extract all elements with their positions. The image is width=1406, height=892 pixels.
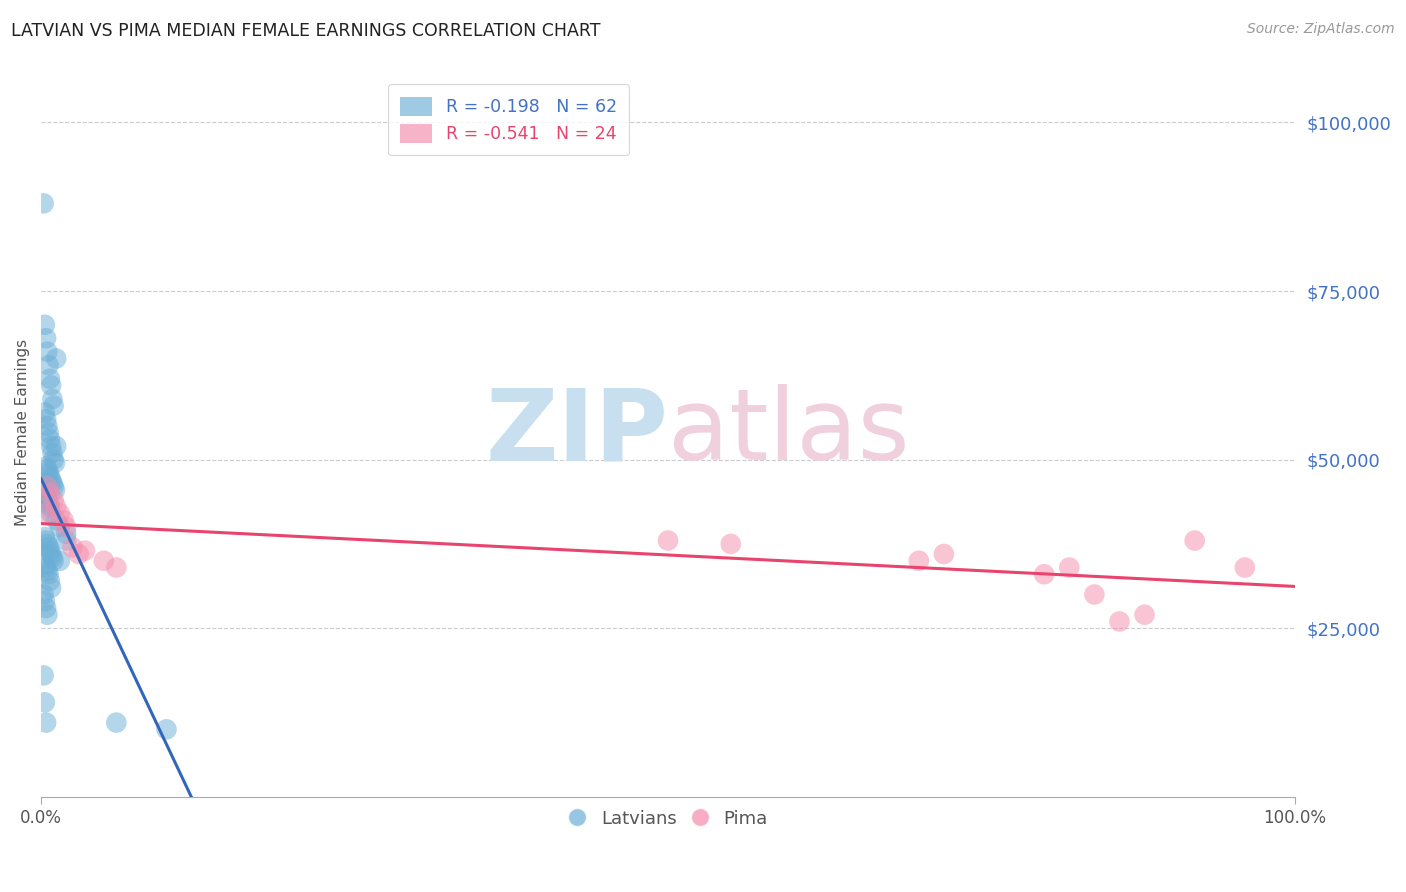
Point — [35, 331, 58, 345]
Point — [73, 543, 96, 558]
Y-axis label: Median Female Earnings: Median Female Earnings — [15, 339, 30, 526]
Point — [49, 554, 72, 568]
Point — [34, 507, 56, 521]
Point — [35, 412, 58, 426]
Text: ZIP: ZIP — [485, 384, 668, 481]
Point — [38, 486, 60, 500]
Point — [32, 196, 55, 211]
Point — [1108, 615, 1130, 629]
Point — [49, 507, 72, 521]
Point — [32, 668, 55, 682]
Point — [1059, 560, 1081, 574]
Point — [35, 715, 58, 730]
Point — [55, 526, 77, 541]
Point — [39, 378, 62, 392]
Point — [657, 533, 679, 548]
Point — [105, 560, 128, 574]
Point — [35, 560, 58, 574]
Point — [37, 564, 59, 578]
Point — [38, 567, 60, 582]
Point — [38, 500, 60, 514]
Point — [44, 483, 66, 497]
Point — [42, 452, 65, 467]
Point — [38, 541, 60, 555]
Point — [42, 493, 65, 508]
Point — [38, 574, 60, 588]
Point — [41, 392, 63, 406]
Point — [34, 594, 56, 608]
Point — [55, 533, 77, 548]
Point — [38, 496, 60, 510]
Point — [105, 715, 128, 730]
Point — [38, 433, 60, 447]
Point — [37, 607, 59, 622]
Point — [55, 520, 77, 534]
Legend: Latvians, Pima: Latvians, Pima — [561, 803, 775, 835]
Point — [720, 537, 742, 551]
Point — [93, 554, 115, 568]
Point — [34, 486, 56, 500]
Point — [37, 344, 59, 359]
Point — [32, 587, 55, 601]
Point — [42, 399, 65, 413]
Point — [42, 480, 65, 494]
Point — [62, 541, 84, 555]
Point — [38, 372, 60, 386]
Point — [37, 480, 59, 494]
Point — [1233, 560, 1256, 574]
Point — [34, 530, 56, 544]
Point — [1083, 587, 1105, 601]
Point — [37, 463, 59, 477]
Point — [49, 520, 72, 534]
Point — [38, 469, 60, 483]
Point — [35, 490, 58, 504]
Point — [44, 456, 66, 470]
Text: LATVIAN VS PIMA MEDIAN FEMALE EARNINGS CORRELATION CHART: LATVIAN VS PIMA MEDIAN FEMALE EARNINGS C… — [11, 22, 600, 40]
Point — [41, 476, 63, 491]
Point — [37, 418, 59, 433]
Point — [34, 318, 56, 332]
Point — [38, 543, 60, 558]
Point — [45, 513, 67, 527]
Point — [52, 513, 75, 527]
Point — [34, 405, 56, 419]
Point — [932, 547, 955, 561]
Point — [38, 425, 60, 440]
Point — [41, 446, 63, 460]
Point — [39, 507, 62, 521]
Text: Source: ZipAtlas.com: Source: ZipAtlas.com — [1247, 22, 1395, 37]
Point — [35, 533, 58, 548]
Point — [35, 601, 58, 615]
Point — [908, 554, 931, 568]
Point — [45, 351, 67, 366]
Point — [34, 695, 56, 709]
Point — [39, 439, 62, 453]
Point — [1184, 533, 1206, 548]
Point — [35, 459, 58, 474]
Point — [1133, 607, 1156, 622]
Point — [37, 537, 59, 551]
Point — [37, 493, 59, 508]
Point — [155, 723, 177, 737]
Text: atlas: atlas — [668, 384, 910, 481]
Point — [1033, 567, 1056, 582]
Point — [45, 500, 67, 514]
Point — [38, 358, 60, 372]
Point — [38, 466, 60, 480]
Point — [41, 550, 63, 565]
Point — [34, 557, 56, 571]
Point — [39, 581, 62, 595]
Point — [67, 547, 90, 561]
Point — [42, 554, 65, 568]
Point — [39, 473, 62, 487]
Point — [39, 547, 62, 561]
Point — [45, 439, 67, 453]
